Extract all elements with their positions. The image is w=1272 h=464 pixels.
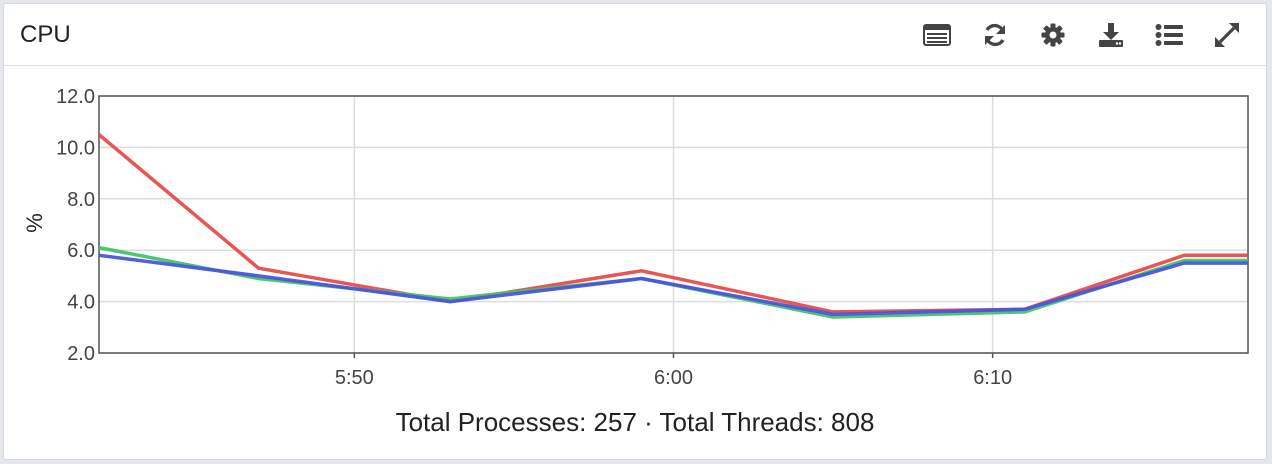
refresh-icon <box>985 23 1005 47</box>
legend-button[interactable] <box>1140 18 1198 52</box>
y-axis-title: % <box>22 213 47 233</box>
y-tick-label: 4.0 <box>67 292 95 314</box>
panel-title: CPU <box>20 21 71 48</box>
cpu-panel: CPU <box>3 3 1267 460</box>
cpu-chart: 2.0 4.0 6.0 8.0 10.0 12.0 5:50 6:00 6:10 % <box>4 66 1266 396</box>
panel-header: CPU <box>4 4 1266 66</box>
table-view-button[interactable] <box>908 18 966 52</box>
download-icon <box>1099 23 1123 47</box>
x-tick-label: 6:10 <box>973 367 1012 389</box>
table-icon <box>923 24 951 46</box>
expand-icon <box>1215 23 1239 47</box>
x-tick-label: 5:50 <box>335 367 374 389</box>
y-tick-label: 10.0 <box>56 137 95 159</box>
y-tick-label: 6.0 <box>67 240 95 262</box>
plot-frame <box>98 95 1249 354</box>
series-line-3 <box>98 253 1248 317</box>
process-summary: Total Processes: 257 · Total Threads: 80… <box>395 407 875 437</box>
series-line-1 <box>97 133 1248 314</box>
gear-icon <box>1041 23 1065 47</box>
cpu-line-chart: 2.0 4.0 6.0 8.0 10.0 12.0 5:50 6:00 6:10 % <box>22 86 1249 389</box>
settings-button[interactable] <box>1024 18 1082 52</box>
y-tick-label: 2.0 <box>67 343 95 365</box>
grid-lines <box>99 95 1248 354</box>
panel-toolbar <box>908 18 1256 52</box>
expand-button[interactable] <box>1198 18 1256 52</box>
download-button[interactable] <box>1082 18 1140 52</box>
x-tick-label: 6:00 <box>654 367 693 389</box>
axes: 2.0 4.0 6.0 8.0 10.0 12.0 5:50 6:00 6:10 <box>56 86 1249 389</box>
series-lines <box>97 133 1248 319</box>
y-tick-label: 8.0 <box>67 189 95 211</box>
y-tick-label: 12.0 <box>56 86 95 108</box>
list-icon <box>1155 24 1183 46</box>
refresh-button[interactable] <box>966 18 1024 52</box>
